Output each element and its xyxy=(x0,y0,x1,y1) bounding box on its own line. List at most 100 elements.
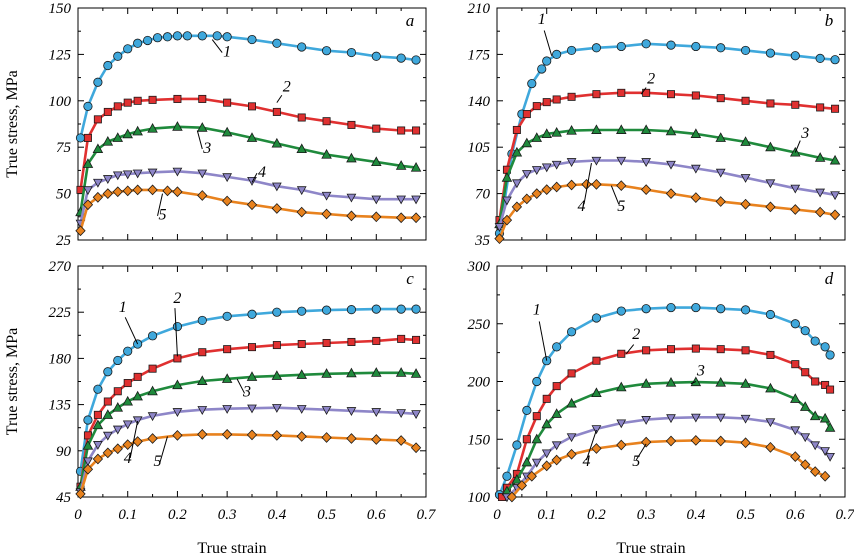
marker-triangle xyxy=(112,402,124,412)
marker-circle xyxy=(272,38,282,48)
marker-square xyxy=(113,387,122,396)
marker-circle xyxy=(641,39,651,49)
marker-square xyxy=(567,369,576,378)
marker-diamond xyxy=(740,437,751,449)
marker-square xyxy=(741,346,750,355)
marker-triangle xyxy=(410,368,422,378)
marker-circle xyxy=(537,64,547,74)
marker-circle xyxy=(765,48,776,58)
marker-circle xyxy=(297,306,307,316)
marker-diamond xyxy=(800,459,811,471)
marker-triangle-down xyxy=(715,168,726,178)
marker-triangle xyxy=(665,125,677,136)
marker-circle xyxy=(321,305,332,315)
y-tick-label: 50 xyxy=(56,187,72,203)
marker-triangle-down xyxy=(551,441,562,451)
marker-circle xyxy=(740,305,751,315)
series-1 xyxy=(494,302,835,500)
series-line xyxy=(498,91,836,221)
marker-triangle xyxy=(112,132,124,142)
marker-triangle-down xyxy=(830,191,840,201)
marker-triangle xyxy=(799,401,811,411)
marker-triangle-down xyxy=(271,182,282,192)
marker-triangle-down xyxy=(346,407,357,416)
y-axis-title: True stress, MPa xyxy=(4,328,21,435)
series-2 xyxy=(76,334,421,491)
y-tick-label: 70 xyxy=(475,187,491,203)
curve-label: 5 xyxy=(154,453,162,470)
series-5 xyxy=(506,435,831,503)
y-tick-label: 140 xyxy=(468,94,491,110)
series-1 xyxy=(75,31,421,143)
curve-label: 1 xyxy=(533,302,541,319)
marker-diamond xyxy=(371,211,382,223)
marker-circle xyxy=(566,45,577,56)
marker-diamond xyxy=(122,439,133,451)
marker-square xyxy=(322,338,331,347)
marker-triangle-down xyxy=(566,158,577,168)
y-tick-label: 270 xyxy=(49,259,72,275)
marker-triangle xyxy=(395,367,407,377)
y-tick-label: 90 xyxy=(56,444,72,460)
marker-triangle xyxy=(640,378,652,388)
series-line xyxy=(79,97,417,191)
marker-circle xyxy=(83,101,93,111)
marker-diamond xyxy=(246,429,258,441)
marker-square xyxy=(542,98,551,107)
marker-triangle-down xyxy=(815,188,826,198)
panel-d: 100 150 200 250 300 0 0.1 0.2 0.3 0.4 0.5 0.6 0.7 Tru… xyxy=(467,259,854,556)
marker-triangle-down xyxy=(521,170,532,179)
marker-triangle-down xyxy=(83,186,93,196)
x-tick-label: 0.4 xyxy=(267,507,286,523)
series-5 xyxy=(494,178,841,245)
marker-diamond xyxy=(271,430,283,441)
marker-square xyxy=(412,335,421,344)
marker-diamond xyxy=(82,463,94,475)
marker-square xyxy=(103,397,112,406)
marker-triangle-down xyxy=(396,409,407,419)
marker-triangle xyxy=(715,132,726,142)
series-4 xyxy=(75,167,421,229)
series-line xyxy=(510,439,826,498)
marker-square xyxy=(347,337,356,346)
marker-square xyxy=(831,104,840,113)
y-tick-label: 200 xyxy=(468,375,491,391)
marker-triangle-down xyxy=(112,425,123,435)
marker-circle xyxy=(691,41,701,52)
marker-triangle-down xyxy=(531,458,542,468)
marker-square xyxy=(522,110,531,119)
marker-circle xyxy=(123,44,133,54)
series-2 xyxy=(76,94,421,194)
series-3 xyxy=(501,376,836,496)
marker-circle xyxy=(75,133,86,143)
marker-triangle-down xyxy=(396,195,407,205)
x-tick-label: 0.3 xyxy=(218,507,237,523)
marker-triangle xyxy=(501,172,513,182)
marker-square xyxy=(691,91,700,100)
curve-label: 3 xyxy=(800,125,809,142)
label-leader-line xyxy=(625,344,635,355)
marker-triangle xyxy=(92,419,104,430)
marker-triangle xyxy=(321,148,332,159)
x-tick-label: 0.4 xyxy=(686,507,705,523)
marker-square xyxy=(297,113,306,122)
marker-square xyxy=(522,435,531,444)
marker-triangle xyxy=(740,136,751,146)
marker-triangle xyxy=(371,156,382,167)
marker-square xyxy=(272,107,281,116)
x-tick-label: 0 xyxy=(493,507,501,523)
marker-triangle xyxy=(122,128,133,139)
y-tick-label: 210 xyxy=(468,1,491,17)
marker-square xyxy=(113,102,122,111)
marker-square xyxy=(542,394,551,403)
marker-diamond xyxy=(410,442,422,454)
marker-diamond xyxy=(790,204,801,215)
marker-triangle xyxy=(132,125,143,136)
marker-triangle-down xyxy=(371,195,382,205)
y-tick-label: 300 xyxy=(467,259,491,275)
marker-square xyxy=(667,90,676,99)
marker-circle xyxy=(123,346,133,356)
marker-circle xyxy=(552,342,562,352)
marker-square xyxy=(247,102,256,111)
